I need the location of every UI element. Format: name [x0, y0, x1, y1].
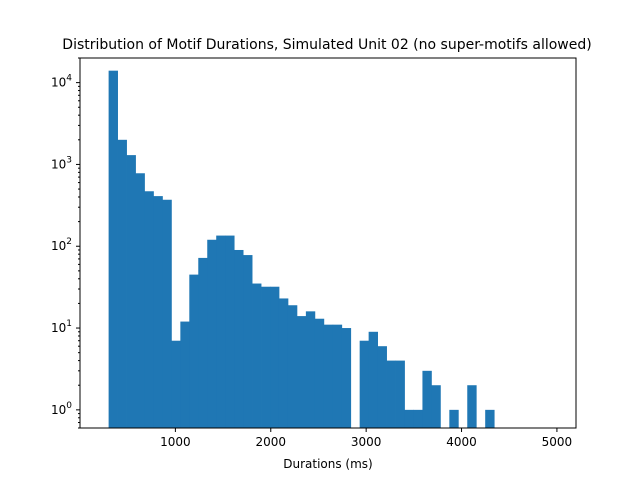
- histogram-bar: [243, 255, 253, 428]
- plot-frame: [79, 57, 577, 429]
- histogram-bar: [368, 331, 378, 428]
- histogram-bar: [359, 340, 370, 428]
- histogram-bar: [135, 173, 145, 428]
- histogram-bars: [108, 70, 495, 428]
- histogram-bar: [395, 360, 405, 428]
- histogram-bar: [341, 328, 352, 428]
- x-tick-label: 5000: [542, 435, 573, 449]
- histogram-bar: [171, 340, 181, 428]
- histogram-bar: [207, 239, 217, 428]
- y-axis-ticks: 100 101 102 103 104: [51, 57, 80, 429]
- histogram-bar: [117, 139, 127, 428]
- histogram-bar: [225, 235, 235, 428]
- histogram-bar: [404, 409, 414, 428]
- histogram-bar: [216, 235, 226, 428]
- x-tick-label: 2000: [255, 435, 286, 449]
- histogram-bar: [144, 191, 154, 428]
- histogram-bar: [234, 249, 244, 428]
- histogram-bar: [323, 324, 334, 428]
- histogram-bar: [270, 286, 280, 428]
- histogram-bar: [431, 385, 441, 428]
- x-axis-label: Durations (ms): [283, 457, 373, 471]
- histogram-bar: [287, 305, 298, 428]
- x-tick-label: 1000: [160, 435, 191, 449]
- histogram-bar: [386, 360, 396, 428]
- histogram-bar: [377, 346, 387, 428]
- histogram-bar: [108, 70, 118, 428]
- histogram-bar: [198, 257, 208, 428]
- histogram-bar: [252, 283, 262, 428]
- histogram-bar: [485, 409, 495, 428]
- histogram-bar: [413, 409, 423, 428]
- x-axis-ticks: 1000 2000 3000 4000 5000: [160, 428, 572, 449]
- y-tick-label: 102: [51, 237, 72, 253]
- y-tick-label: 104: [51, 74, 72, 90]
- chart-title: Distribution of Motif Durations, Simulat…: [62, 37, 591, 53]
- histogram-bar: [314, 318, 325, 428]
- histogram-bar: [261, 286, 271, 428]
- histogram-bar: [180, 321, 190, 428]
- histogram-bar: [305, 311, 316, 428]
- x-tick-label: 4000: [446, 435, 477, 449]
- histogram-bar: [449, 409, 459, 428]
- x-tick-label: 3000: [351, 435, 382, 449]
- histogram-bar: [153, 196, 163, 428]
- histogram-bar: [332, 324, 343, 428]
- histogram-bar: [278, 298, 289, 428]
- histogram-bar: [296, 316, 307, 428]
- y-tick-label: 100: [51, 401, 72, 417]
- y-tick-label: 103: [51, 155, 72, 171]
- histogram-bar: [126, 155, 136, 428]
- histogram-bar: [162, 199, 172, 428]
- histogram-bar: [467, 385, 477, 428]
- histogram-bar: [189, 274, 199, 428]
- y-tick-label: 101: [51, 319, 72, 335]
- histogram-bar: [422, 370, 432, 428]
